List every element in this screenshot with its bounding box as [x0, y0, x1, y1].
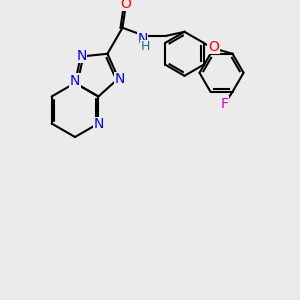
Text: O: O [208, 40, 219, 54]
Text: N: N [76, 49, 87, 63]
Text: N: N [70, 74, 80, 88]
Text: H: H [141, 40, 150, 53]
Text: N: N [114, 72, 124, 86]
Text: O: O [120, 0, 131, 11]
Text: N: N [93, 118, 103, 131]
Text: F: F [220, 97, 229, 111]
Text: N: N [137, 32, 148, 46]
